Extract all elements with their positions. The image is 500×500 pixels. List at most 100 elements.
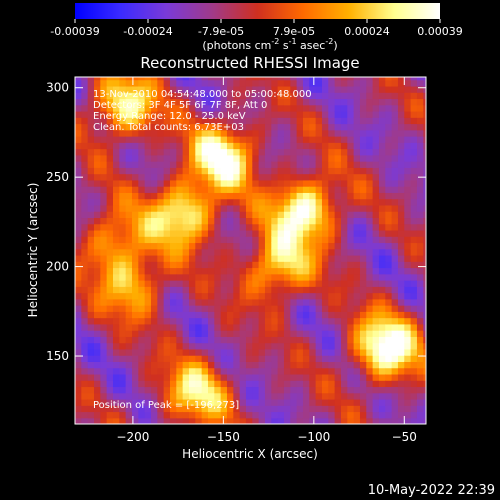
heatmap-cell (309, 198, 317, 206)
heatmap-cell (207, 167, 215, 175)
heatmap-cell (366, 248, 374, 256)
heatmap-cell (245, 123, 253, 131)
heatmap-cell (201, 417, 209, 424)
heatmap-cell (207, 261, 215, 269)
heatmap-cell (220, 380, 228, 388)
heatmap-cell (391, 167, 399, 175)
heatmap-cell (106, 305, 114, 312)
heatmap-cell (391, 179, 399, 187)
heatmap-cell (214, 110, 222, 118)
heatmap-cell (220, 161, 228, 168)
heatmap-cell (195, 373, 203, 381)
heatmap-cell (195, 92, 203, 100)
heatmap-cell (258, 236, 266, 244)
heatmap-cell (150, 317, 158, 325)
heatmap-cell (157, 273, 165, 281)
heatmap-cell (252, 292, 260, 300)
heatmap-cell (150, 292, 158, 300)
heatmap-cell (353, 367, 361, 375)
heatmap-cell (195, 229, 203, 237)
heatmap-cell (340, 136, 348, 143)
heatmap-cell (366, 229, 374, 237)
heatmap-cell (112, 154, 120, 162)
heatmap-cell (207, 348, 215, 356)
heatmap-cell (106, 142, 114, 150)
heatmap-cell (359, 292, 367, 300)
heatmap-cell (328, 211, 336, 219)
heatmap-cell (239, 367, 247, 375)
heatmap-cell (245, 361, 253, 369)
heatmap-cell (169, 373, 177, 381)
heatmap-cell (264, 405, 272, 413)
heatmap-cell (131, 136, 139, 143)
heatmap-cell (340, 411, 348, 419)
heatmap-cell (264, 348, 272, 356)
heatmap-cell (340, 173, 348, 181)
heatmap-cell (366, 186, 374, 193)
heatmap-cell (372, 348, 380, 356)
heatmap-cell (283, 192, 291, 200)
heatmap-cell (176, 280, 184, 287)
heatmap-cell (347, 167, 355, 175)
heatmap-cell (315, 129, 323, 137)
heatmap-cell (378, 236, 386, 244)
heatmap-cell (138, 386, 146, 394)
heatmap-cell (75, 380, 82, 388)
heatmap-cell (106, 242, 114, 250)
heatmap-cell (157, 248, 165, 256)
heatmap-cell (391, 198, 399, 206)
heatmap-cell (397, 336, 405, 344)
heatmap-cell (188, 392, 196, 400)
heatmap-cell (195, 317, 203, 325)
heatmap-cell (378, 280, 386, 287)
heatmap-cell (328, 298, 336, 306)
heatmap-cell (372, 355, 380, 362)
heatmap-cell (410, 92, 418, 100)
heatmap-cell (359, 355, 367, 362)
heatmap-cell (106, 173, 114, 181)
heatmap-cell (410, 110, 418, 118)
heatmap-cell (258, 267, 266, 275)
heatmap-cell (233, 110, 241, 118)
heatmap-cell (214, 104, 222, 112)
heatmap-cell (302, 361, 310, 369)
heatmap-cell (138, 286, 146, 294)
heatmap-cell (150, 348, 158, 356)
heatmap-cell (93, 161, 101, 168)
heatmap-cell (416, 261, 424, 269)
heatmap-cell (157, 292, 165, 300)
heatmap-cell (157, 398, 165, 406)
heatmap-cell (81, 373, 89, 381)
heatmap-cell (163, 129, 171, 137)
heatmap-cell (195, 254, 203, 262)
heatmap-cell (207, 305, 215, 312)
heatmap-cell (321, 123, 329, 131)
heatmap-cell (100, 92, 108, 100)
heatmap-cell (404, 311, 412, 319)
heatmap-cell (378, 154, 386, 162)
heatmap-cell (309, 367, 317, 375)
heatmap-cell (87, 179, 95, 187)
heatmap-cell (75, 305, 82, 312)
heatmap-cell (144, 129, 152, 137)
heatmap-cell (353, 142, 361, 150)
heatmap-cell (302, 98, 310, 106)
heatmap-cell (119, 236, 127, 244)
heatmap-cell (125, 104, 133, 112)
heatmap-cell (296, 217, 304, 225)
heatmap-cell (182, 229, 190, 237)
heatmap-cell (372, 104, 380, 112)
heatmap-cell (106, 98, 114, 106)
heatmap-cell (252, 336, 260, 344)
heatmap-cell (353, 323, 361, 331)
heatmap-cell (347, 211, 355, 219)
heatmap-cell (416, 148, 424, 156)
heatmap-cell (366, 273, 374, 281)
heatmap-cell (290, 298, 298, 306)
heatmap-cell (93, 305, 101, 312)
heatmap-cell (423, 417, 426, 424)
heatmap-cell (302, 148, 310, 156)
heatmap-cell (423, 317, 426, 325)
heatmap-cell (258, 179, 266, 187)
heatmap-cell (226, 380, 234, 388)
